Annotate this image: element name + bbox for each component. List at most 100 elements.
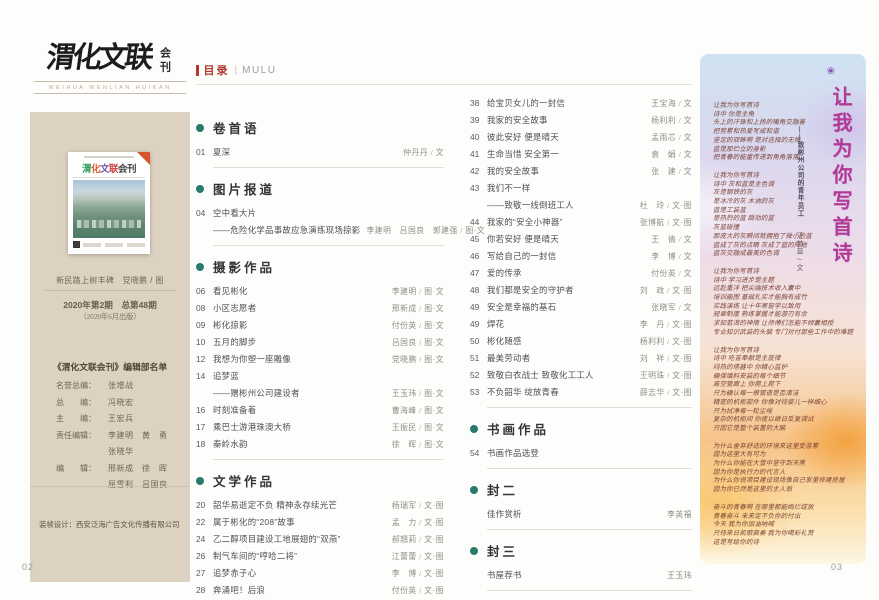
poem-line: 奋斗的青春啊 在哪里都能绚烂绽放 [713, 503, 814, 511]
toc-section-header: 封三 [470, 541, 692, 560]
editorial-row: 名誉总编： 张增战 [56, 378, 168, 395]
item-page-number: 09 [196, 320, 206, 330]
poem-line: 为什么你说项目建设现场像自己家里修建房屋 [713, 477, 845, 485]
section-name: 封二 [487, 484, 519, 498]
cover-photo [73, 180, 145, 238]
editorial-role-label: 主 编： [56, 414, 96, 423]
section-name: 文学作品 [213, 475, 276, 489]
item-page-number: 28 [196, 585, 206, 595]
toc-item: 40 彼此安好 便是晴天 孟雨芯 / 文 [470, 131, 692, 143]
editorial-person-name: 张增战 [108, 381, 134, 390]
item-title: 我的安全故事 [487, 166, 540, 176]
editorial-row: 张晓华 [56, 444, 168, 461]
editorial-person-name: 冯晓宏 [108, 397, 134, 407]
poem-line: 培训画图 基础扎实才能胸有成竹 [713, 294, 808, 302]
editorial-board-list: 名誉总编： 张增战总 编： 冯晓宏主 编： 王宏兵 责任编辑： 李建明 黄 勇张晓华编 辑… [56, 378, 168, 494]
toc-column-right: 38 给宝贝女儿的一封信 王宝海 / 文 39 我家的安全故事 杨利利 / 文 40 彼此安好… [470, 85, 692, 600]
editorial-person-name: 王宏兵 [108, 414, 134, 423]
poem-line: 诗中 你是主角 [713, 110, 755, 118]
toc-item: 49 焊花 李 丹 / 文·图 [470, 318, 692, 330]
toc-item-subtitle: ——致敬一线倒班工人 杜 玲 / 文·图 [470, 199, 692, 211]
toc-item: 51 最美劳动者 刘 祥 / 文·图 [470, 352, 692, 364]
toc-item: 20 韶华易逝定不负 精神永存续光芒 杨瑞军 / 文·图 [196, 499, 444, 511]
editorial-role-label: 编 辑： [56, 463, 96, 473]
poem-line: 是冰冷的灰 木讷的灰 [713, 198, 775, 206]
cover-rule [73, 177, 145, 178]
toc-item: 26 制气车间的“哼哈二将” 江蕾蕾 / 文·图 [196, 550, 444, 562]
toc-section-header: 图片报道 [196, 179, 444, 198]
item-page-number: 46 [470, 251, 480, 261]
section-divider [213, 459, 444, 460]
poem-line: 诗中 学习进步是主题 [713, 276, 775, 284]
item-title: 不负韶华 绽放青春 [487, 387, 560, 397]
poem-line: 让我为你写首诗 [713, 171, 760, 179]
item-page-number: 43 [470, 183, 480, 193]
cover-topline [83, 156, 135, 158]
poem-line: 蓝是工装蓝 [713, 206, 746, 214]
toc-item: 43 我们不一样 [470, 182, 692, 194]
toc-item: 01 夏深 仲丹丹 / 文 [196, 146, 444, 158]
toc-item: 41 生命当惜 安全第一 袁 娟 / 文 [470, 148, 692, 160]
item-subtitle-text: ——危险化学品事故应急演练现场掠影 [213, 225, 361, 235]
item-title: 佳作赏析 [487, 509, 522, 519]
item-author: 孟 力 / 文·图 [391, 518, 444, 527]
item-title: 秦岭水韵 [213, 439, 248, 449]
item-author: 吕国良 / 图·文 [391, 338, 444, 347]
item-author: 付份英 / 图·文 [391, 321, 444, 330]
poem-line: 让我为你写首诗 [713, 346, 760, 354]
toc-item: 39 我家的安全故事 杨利利 / 文 [470, 114, 692, 126]
editorial-person-name: 李建明 黄 勇 [108, 430, 168, 440]
editorial-row: 总 编： 冯晓宏 [56, 395, 168, 412]
poem-line: 闷热的塔器中 你精心监护 [713, 363, 788, 371]
item-title: 致敬白衣战士 致敬化工工人 [487, 370, 594, 380]
item-author: 江蕾蕾 / 文·图 [391, 552, 444, 561]
item-title: 生命当惜 安全第一 [487, 149, 560, 159]
item-page-number: 41 [470, 149, 480, 159]
toc-item: 06 看见彬化 李建明 / 图·文 [196, 285, 444, 297]
item-page-number: 10 [196, 337, 206, 347]
table-of-contents: 目录 | MULU 卷首语 01 夏深 仲丹丹 / 文图片报道 04 空中看大片 ——危险化… [196, 62, 692, 600]
section-bullet-icon [470, 424, 478, 433]
poem-line: 高空管廊上 你爬上爬下 [713, 381, 781, 389]
item-title: 制气车间的“哼哈二将” [213, 551, 298, 561]
toc-item: 22 属于彬化的“208”故事 孟 力 / 文·图 [196, 516, 444, 528]
editorial-board-title: 《渭化文联会刊》编辑部名单 [52, 362, 168, 372]
item-page-number: 48 [470, 285, 480, 295]
item-title: 韶华易逝定不负 精神永存续光芒 [213, 500, 338, 510]
section-name: 卷首语 [213, 122, 260, 136]
toc-section-header: 书画作品 [470, 419, 692, 438]
item-author: 杨瑞军 / 文·图 [391, 501, 444, 510]
cover-title-char: 联 [109, 165, 119, 175]
item-page-number: 39 [470, 115, 480, 125]
item-author: 李 丹 / 文·图 [639, 320, 692, 329]
issue-number: 2020年第2期 总第48期 [63, 300, 157, 310]
poem-line: 今天 我为你加油呐喊 [713, 521, 775, 529]
section-divider [487, 468, 692, 469]
cover-ribbon [137, 152, 150, 165]
section-name: 图片报道 [213, 183, 276, 197]
toc-section-header: 文学作品 [196, 471, 444, 490]
item-author: 张晓军 / 文 [651, 303, 692, 312]
toc-item: 27 追梦赤子心 李 博 / 文·图 [196, 567, 444, 579]
item-title: 夏深 [213, 147, 231, 157]
poem-stanza: 让我为你写首诗 诗中 学习进步是主题 远赴重洋 把尖端技术收入囊中 培训画图 基础扎实… [713, 268, 863, 338]
cover-title-char: 文 [99, 165, 110, 175]
item-page-number: 20 [196, 500, 206, 510]
item-title: 我家的“安全小神器” [487, 217, 563, 227]
item-title: 我想为你塑一座雕像 [213, 354, 292, 364]
poem-stanza: 奋斗的青春啊 在哪里都能绚烂绽放 青春奋斗 未来定不负你的付出 今天 我为你加油呐喊… [713, 504, 863, 548]
poem-line: 把劳累和热爱写成和谐 [713, 128, 779, 136]
item-author: 李 博 / 文 [651, 252, 692, 261]
item-title: 写给自己的一封信 [487, 251, 557, 261]
editorial-row: 主 编： 王宏兵 [56, 411, 168, 428]
poem-line: 诗中 吃苦奉献是主旋律 [713, 355, 781, 363]
item-title: 五月的脚步 [213, 337, 257, 347]
item-subtitle-text: ——赠彬州公司建设者 [213, 388, 300, 398]
toc-item: 45 你若安好 便是晴天 王 倩 / 文 [470, 233, 692, 245]
item-author: 徐 晖 / 图·文 [391, 440, 444, 449]
section-name: 封三 [487, 545, 519, 559]
item-author: 王玉玮 [667, 571, 692, 580]
item-page-number: 22 [196, 517, 206, 527]
design-credit: 装帧设计：西安泛海广告文化传播有限公司 [39, 520, 180, 529]
